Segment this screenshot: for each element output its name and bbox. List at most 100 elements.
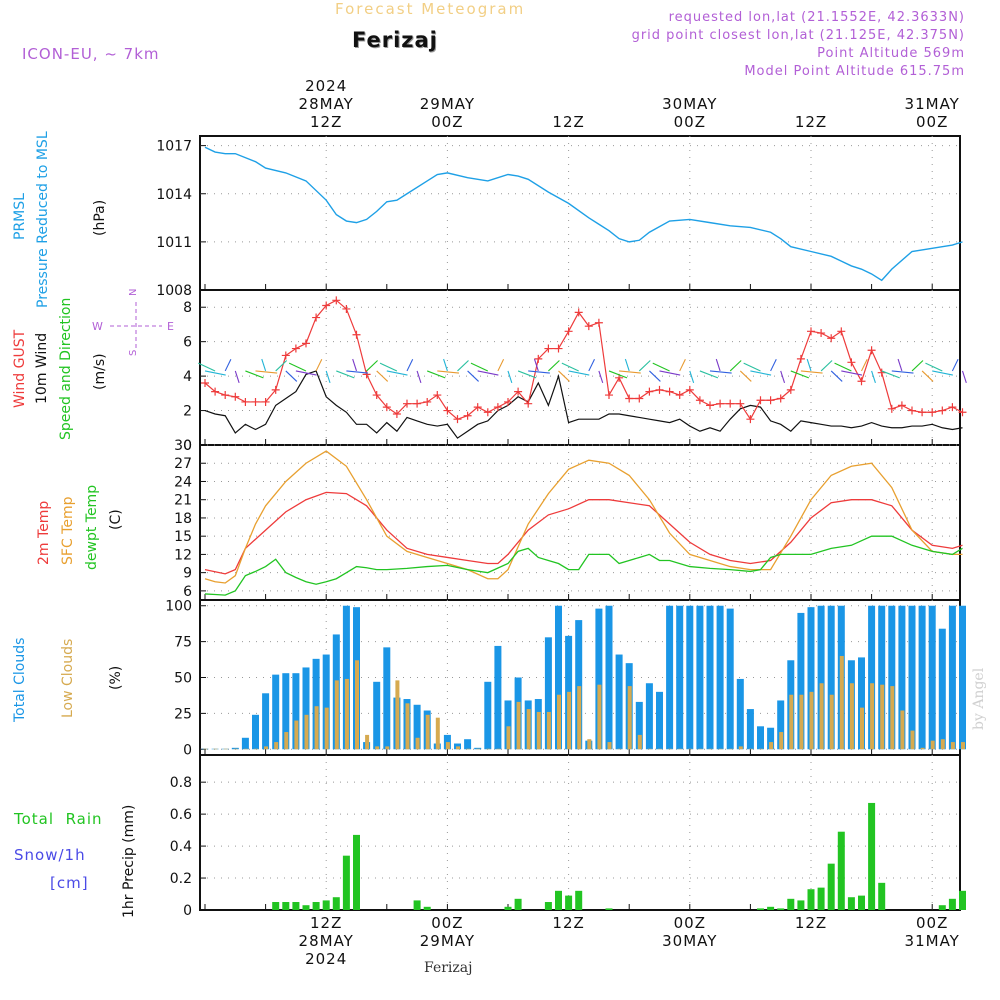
total-cloud-bar <box>938 628 946 750</box>
low-cloud-bar <box>718 748 723 750</box>
gust-marker <box>554 344 563 353</box>
y-tick-label: 2 <box>183 404 192 420</box>
rain-bar <box>322 900 330 910</box>
rain-bar <box>353 834 360 910</box>
low-cloud-bar <box>577 686 582 750</box>
time-label-top: 29MAY <box>420 95 475 113</box>
total-cloud-bar <box>373 681 381 750</box>
low-cloud-bar <box>698 748 703 750</box>
low-cloud-bar <box>486 748 491 750</box>
wind-direction-arrow <box>386 370 408 376</box>
total-cloud-bar <box>645 683 653 750</box>
low-cloud-bar <box>738 746 743 750</box>
gust-marker <box>291 344 300 353</box>
low-cloud-bar <box>688 748 693 750</box>
low-cloud-bar <box>829 694 834 750</box>
compass-south: S <box>128 350 139 356</box>
rain-bar <box>807 889 815 910</box>
low-cloud-bar <box>900 710 905 750</box>
low-cloud-bar <box>748 748 753 750</box>
rain-bar <box>827 863 835 910</box>
low-cloud-bar <box>809 691 814 750</box>
gust-marker <box>453 415 462 424</box>
low-cloud-bar <box>658 748 662 750</box>
gust-marker <box>423 397 432 406</box>
wind-direction-arrow <box>366 360 378 372</box>
y-tick-label: 15 <box>174 529 192 545</box>
total-cloud-bar <box>656 691 663 750</box>
total-cloud-bar <box>696 605 704 750</box>
rain-bar <box>878 882 886 910</box>
rain-bar <box>757 908 764 910</box>
total-cloud-bar <box>676 605 684 750</box>
total-cloud-bar <box>908 605 916 750</box>
rain-bar <box>292 902 300 910</box>
low-cloud-bar <box>607 742 612 750</box>
rain-bar <box>332 897 340 910</box>
wind-direction-arrow <box>861 359 868 372</box>
gust-marker <box>524 399 533 408</box>
gust-marker <box>322 301 331 310</box>
wind-ylabel: (m/s) <box>92 353 108 390</box>
wind-direction-arrow <box>638 360 651 372</box>
y-tick-label: 24 <box>174 474 192 490</box>
wind-direction-arrow <box>689 370 695 384</box>
gust-marker <box>433 391 442 400</box>
time-label-top: 12Z <box>552 113 584 131</box>
wind-direction-arrow <box>679 359 686 372</box>
wind-direction-arrow <box>871 370 876 384</box>
rain-bar <box>938 905 946 910</box>
wind-direction-arrow <box>652 362 670 372</box>
low-cloud-bar <box>769 742 774 750</box>
gust-marker <box>392 410 401 418</box>
low-cloud-bar <box>557 694 561 750</box>
gust-marker <box>241 397 250 406</box>
wind-direction-arrow <box>921 370 934 382</box>
gust-marker <box>574 308 583 317</box>
low-cloud-bar <box>355 660 359 750</box>
low-cloud-bar <box>435 717 440 750</box>
wind-direction-arrow <box>224 359 232 372</box>
total-cloud-bar <box>807 607 815 750</box>
wind-direction-arrow <box>961 370 967 384</box>
total-cloud-bar <box>959 605 966 750</box>
total-cloud-bar <box>898 605 906 750</box>
time-label-bottom: 12Z <box>310 914 342 932</box>
gust-marker <box>796 354 805 363</box>
gust-marker <box>473 403 482 412</box>
low-cloud-bar <box>950 742 955 750</box>
low-cloud-bar <box>456 746 460 750</box>
total-cloud-bar <box>474 747 482 750</box>
total-cloud-bar <box>252 714 259 750</box>
location-title: Ferizaj <box>352 28 438 52</box>
low-cloud-bar <box>637 734 642 750</box>
total-cloud-bar <box>817 605 825 750</box>
wind-direction-arrow <box>925 362 943 372</box>
gust-marker <box>817 329 826 338</box>
wind-direction-arrow <box>467 370 479 382</box>
low-cloud-bar <box>567 691 572 750</box>
time-label-bottom: 12Z <box>795 914 827 932</box>
low-cloud-bar <box>597 684 602 750</box>
low-cloud-bar <box>233 748 238 750</box>
gust-marker <box>635 394 644 403</box>
wind-direction-arrow <box>533 358 539 372</box>
low-cloud-bar <box>930 740 935 750</box>
low-cloud-bar <box>405 703 410 750</box>
low-cloud-bar <box>445 742 450 750</box>
model-altitude: Model Point Altitude 615.75m <box>744 64 965 79</box>
low-cloud-bar <box>860 707 864 750</box>
dewpt-label: dewpt Temp <box>84 485 100 570</box>
wind-direction-arrow <box>477 370 499 376</box>
wind-direction-arrow <box>608 370 628 379</box>
wind-direction-arrow <box>568 370 590 376</box>
y-tick-label: 0.2 <box>170 871 192 887</box>
gust-marker <box>776 394 785 403</box>
y-tick-label: 100 <box>165 599 192 615</box>
wind-direction-arrow <box>729 360 742 372</box>
wind-direction-arrow <box>558 370 570 382</box>
low-cloud-bar <box>254 748 258 750</box>
gust-marker <box>938 406 947 415</box>
rain-bar <box>282 902 290 910</box>
low-cloud-bar <box>708 748 713 750</box>
